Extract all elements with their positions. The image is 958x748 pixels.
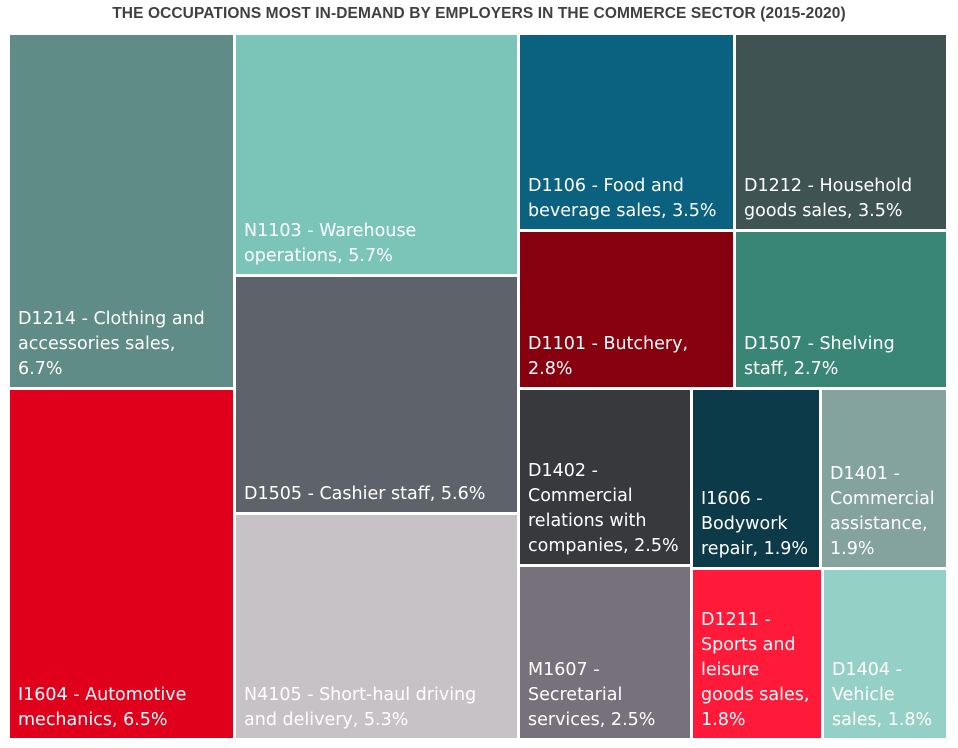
tile-label: I1604 - Automotive mechanics, 6.5% xyxy=(18,685,187,730)
tile-label: D1214 - Clothing and accessories sales, … xyxy=(18,309,205,379)
treemap-tile: D1214 - Clothing and accessories sales, … xyxy=(10,35,233,387)
tile-label: N1103 - Warehouse operations, 5.7% xyxy=(244,221,417,266)
tile-label: I1606 - Bodywork repair, 1.9% xyxy=(701,489,809,559)
treemap-tile: M1607 - Secretarial services, 2.5% xyxy=(520,567,690,738)
treemap-tile: N4105 - Short-haul driving and delivery,… xyxy=(236,515,517,738)
treemap-tile: D1401 - Commercial assistance, 1.9% xyxy=(822,390,946,567)
tile-label: D1505 - Cashier staff, 5.6% xyxy=(244,484,486,504)
tile-label: D1404 - Vehicle sales, 1.8% xyxy=(832,660,933,730)
tile-label: D1106 - Food and beverage sales, 3.5% xyxy=(528,176,717,221)
tile-label: D1211 - Sports and leisure goods sales, … xyxy=(701,610,810,730)
chart-title: THE OCCUPATIONS MOST IN-DEMAND BY EMPLOY… xyxy=(112,5,846,22)
treemap-tile: D1507 - Shelving staff, 2.7% xyxy=(736,232,946,387)
tile-label: D1402 - Commercial relations with compan… xyxy=(528,461,679,556)
tile-label: D1401 - Commercial assistance, 1.9% xyxy=(830,464,935,559)
treemap-tile: D1106 - Food and beverage sales, 3.5% xyxy=(520,35,733,229)
treemap-tile: D1404 - Vehicle sales, 1.8% xyxy=(824,570,946,738)
treemap-tile: D1402 - Commercial relations with compan… xyxy=(520,390,690,564)
treemap-tile: D1211 - Sports and leisure goods sales, … xyxy=(693,570,821,738)
tile-label: N4105 - Short-haul driving and delivery,… xyxy=(244,685,477,730)
tile-label: M1607 - Secretarial services, 2.5% xyxy=(528,660,656,730)
treemap-tile: I1606 - Bodywork repair, 1.9% xyxy=(693,390,819,567)
tile-label: D1212 - Household goods sales, 3.5% xyxy=(744,176,913,221)
tile-label: D1101 - Butchery, 2.8% xyxy=(528,334,689,379)
treemap-tile: N1103 - Warehouse operations, 5.7% xyxy=(236,35,517,274)
treemap-tile: D1505 - Cashier staff, 5.6% xyxy=(236,277,517,512)
treemap-tile: I1604 - Automotive mechanics, 6.5% xyxy=(10,390,233,738)
tile-label: D1507 - Shelving staff, 2.7% xyxy=(744,334,895,379)
treemap-tile: D1101 - Butchery, 2.8% xyxy=(520,232,733,387)
treemap-tile: D1212 - Household goods sales, 3.5% xyxy=(736,35,946,229)
